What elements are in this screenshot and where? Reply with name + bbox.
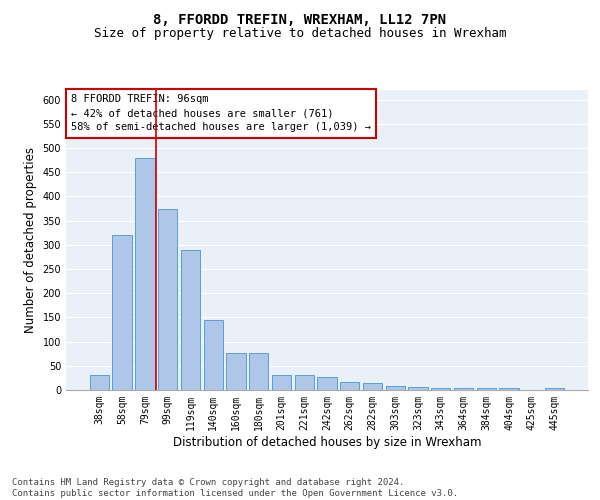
Bar (545, 388, 564, 390)
Text: Contains HM Land Registry data © Crown copyright and database right 2024.
Contai: Contains HM Land Registry data © Crown c… (12, 478, 458, 498)
Bar (454, 388, 473, 390)
Bar (386, 386, 405, 390)
Text: 8, FFORDD TREFIN, WREXHAM, LL12 7PN: 8, FFORDD TREFIN, WREXHAM, LL12 7PN (154, 12, 446, 26)
Bar (90, 374, 109, 390)
Text: 8 FFORDD TREFIN: 96sqm
← 42% of detached houses are smaller (761)
58% of semi-de: 8 FFORDD TREFIN: 96sqm ← 42% of detached… (71, 94, 371, 132)
Bar (499, 388, 519, 390)
Bar (112, 235, 132, 390)
Bar (295, 376, 314, 390)
Bar (409, 386, 428, 390)
Bar (249, 353, 268, 390)
Bar (476, 388, 496, 390)
Bar (181, 250, 200, 390)
Bar (226, 353, 245, 390)
Bar (340, 382, 359, 390)
Y-axis label: Number of detached properties: Number of detached properties (24, 147, 37, 333)
Bar (431, 388, 451, 390)
X-axis label: Distribution of detached houses by size in Wrexham: Distribution of detached houses by size … (173, 436, 481, 448)
Bar (272, 374, 291, 390)
Bar (203, 320, 223, 390)
Bar (317, 377, 337, 390)
Bar (135, 158, 155, 390)
Text: Size of property relative to detached houses in Wrexham: Size of property relative to detached ho… (94, 28, 506, 40)
Bar (363, 382, 382, 390)
Bar (158, 208, 178, 390)
